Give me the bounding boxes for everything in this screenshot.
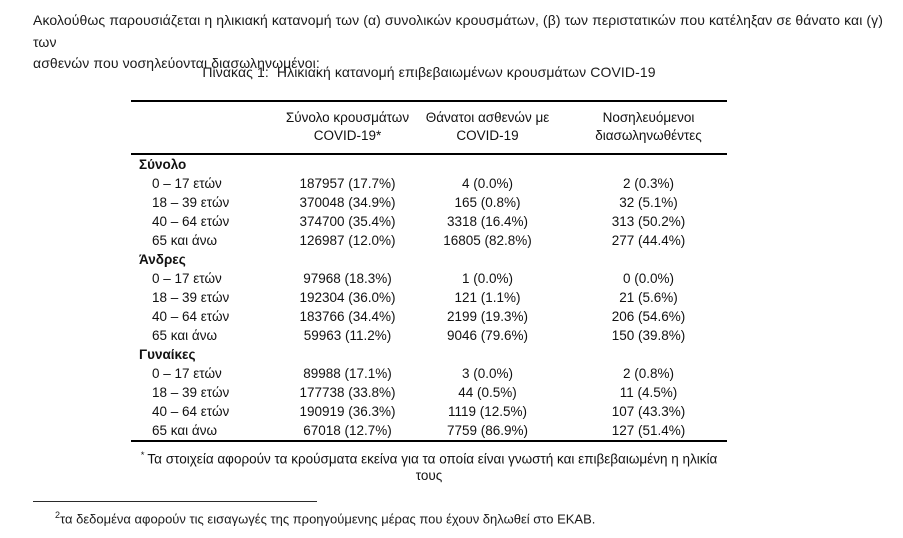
intubated-value: 11 (4.5%) [619,385,678,400]
cases-value: 190919 (36.3%) [299,404,396,419]
section-label: Γυναίκες [139,347,196,362]
header-intubated: Νοσηλευόμενοι διασωληνωθέντες [550,100,727,155]
table-row: 0 – 17 ετών 187957 (17.7%) 4 (0.0%) 2 (0… [131,174,727,193]
deaths-value: 3 (0.0%) [461,366,514,381]
table-row: 65 και άνω 59963 (11.2%) 9046 (79.6%) 15… [131,326,727,345]
age-group: 0 – 17 ετών [152,176,222,191]
deaths-value: 165 (0.8%) [454,195,521,210]
deaths-value: 121 (1.1%) [454,290,521,305]
deaths-value: 1 (0.0%) [461,271,514,286]
page-footnote-text: τα δεδομένα αφορούν τις εισαγωγές της πρ… [60,511,596,527]
age-group: 65 και άνω [152,328,218,343]
header-total-cases: Σύνολο κρουσμάτων COVID-19* [270,100,425,155]
section-label: Άνδρες [139,252,186,267]
table-row: 40 – 64 ετών 183766 (34.4%) 2199 (19.3%)… [131,307,727,326]
deaths-value: 4 (0.0%) [461,176,514,191]
age-group: 40 – 64 ετών [152,214,230,229]
intubated-value: 313 (50.2%) [611,214,686,229]
age-group: 0 – 17 ετών [152,271,222,286]
table-row: 40 – 64 ετών 190919 (36.3%) 1119 (12.5%)… [131,402,727,421]
intubated-value: 206 (54.6%) [611,309,686,324]
cases-value: 183766 (34.4%) [299,309,396,324]
deaths-value: 1119 (12.5%) [447,404,528,419]
intubated-value: 277 (44.4%) [611,233,686,248]
cases-value: 187957 (17.7%) [299,176,396,191]
age-group: 40 – 64 ετών [152,404,230,419]
intro-paragraph: Ακολούθως παρουσιάζεται η ηλικιακή καταν… [33,10,889,75]
table-row: 40 – 64 ετών 374700 (35.4%) 3318 (16.4%)… [131,212,727,231]
age-group: 18 – 39 ετών [152,195,230,210]
table-row: 18 – 39 ετών 192304 (36.0%) 121 (1.1%) 2… [131,288,727,307]
cases-value: 177738 (33.8%) [299,385,396,400]
table-body: Σύνολο 0 – 17 ετών 187957 (17.7%) 4 (0.0… [131,154,727,442]
intubated-value: 107 (43.3%) [611,404,686,419]
intubated-value: 127 (51.4%) [550,421,727,442]
header-row: Σύνολο κρουσμάτων COVID-19* Θάνατοι ασθε… [131,100,727,155]
cases-value: 67018 (12.7%) [270,421,425,442]
footnote-asterisk: * [140,450,145,461]
deaths-value: 7759 (86.9%) [425,421,550,442]
intro-line-1: Ακολούθως παρουσιάζεται η ηλικιακή καταν… [33,12,884,50]
deaths-value: 16805 (82.8%) [443,233,532,248]
table-title: Πίνακας 1: Ηλικιακή κατανομή επιβεβαιωμέν… [131,64,727,80]
intubated-value: 0 (0.0%) [622,271,675,286]
page-footnote: 2τα δεδομένα αφορούν τις εισαγωγές της π… [33,507,895,527]
cases-value: 370048 (34.9%) [299,195,396,210]
table-header: Σύνολο κρουσμάτων COVID-19* Θάνατοι ασθε… [131,100,727,155]
deaths-value: 9046 (79.6%) [446,328,529,343]
table-row: 0 – 17 ετών 89988 (17.1%) 3 (0.0%) 2 (0.… [131,364,727,383]
deaths-value: 2199 (19.3%) [446,309,529,324]
table-row: 18 – 39 ετών 370048 (34.9%) 165 (0.8%) 3… [131,193,727,212]
table-footnote-row: * Τα στοιχεία αφορούν τα κρούσματα εκείνα… [131,441,727,485]
cases-value: 374700 (35.4%) [299,214,396,229]
age-group: 40 – 64 ετών [152,309,230,324]
table-row: 18 – 39 ετών 177738 (33.8%) 44 (0.5%) 11… [131,383,727,402]
age-group: 0 – 17 ετών [152,366,222,381]
cases-value: 97968 (18.3%) [303,271,392,286]
age-group: 18 – 39 ετών [152,385,230,400]
section-women: Γυναίκες [131,345,727,364]
cases-value: 192304 (36.0%) [299,290,396,305]
intubated-value: 2 (0.8%) [622,366,675,381]
header-empty [131,100,270,155]
table-footnote-text: Τα στοιχεία αφορούν τα κρούσματα εκείνα … [147,451,718,483]
cases-value: 59963 (11.2%) [303,328,392,343]
deaths-value: 3318 (16.4%) [446,214,529,229]
intubated-value: 150 (39.8%) [611,328,686,343]
covid-age-distribution-table: Σύνολο κρουσμάτων COVID-19* Θάνατοι ασθε… [131,100,727,485]
deaths-value: 44 (0.5%) [458,385,517,400]
intro-line-2: ασθενών που νοσηλεύονται διασωληνωμένοι: [33,55,320,71]
table-row: 0 – 17 ετών 97968 (18.3%) 1 (0.0%) 0 (0.… [131,269,727,288]
age-group: 65 και άνω [152,233,218,248]
age-group: 18 – 39 ετών [152,290,230,305]
table-footnote: * Τα στοιχεία αφορούν τα κρούσματα εκείνα… [131,441,727,485]
cases-value: 89988 (17.1%) [303,366,392,381]
section-total: Σύνολο [131,154,727,174]
section-men: Άνδρες [131,250,727,269]
footnote-marker-2: 2 [55,510,61,520]
cases-value: 126987 (12.0%) [299,233,396,248]
section-label: Σύνολο [139,157,187,172]
table-title-label: Πίνακας 1: [202,64,269,80]
footnote-separator-line [33,501,317,502]
table-row: 65 και άνω 126987 (12.0%) 16805 (82.8%) … [131,231,727,250]
intubated-value: 32 (5.1%) [619,195,678,210]
age-group: 65 και άνω [131,421,270,442]
intubated-value: 2 (0.3%) [622,176,675,191]
intubated-value: 21 (5.6%) [619,290,678,305]
table-title-text: Ηλικιακή κατανομή επιβεβαιωμένων κρουσμά… [276,64,656,80]
header-deaths: Θάνατοι ασθενών με COVID-19 [425,100,550,155]
table-row: 65 και άνω 67018 (12.7%) 7759 (86.9%) 12… [131,421,727,442]
